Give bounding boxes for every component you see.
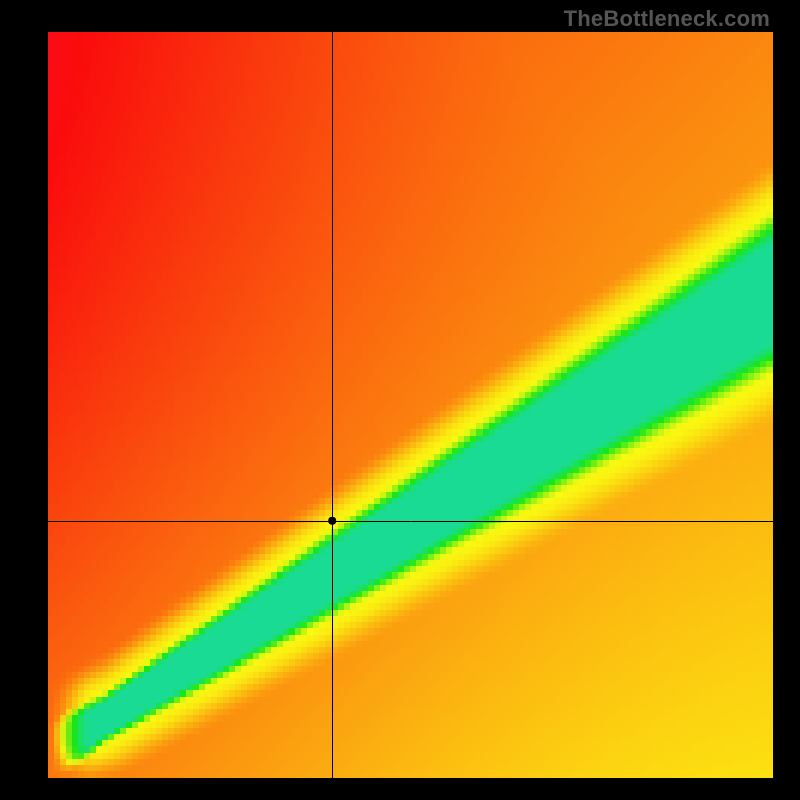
chart-container: { "watermark": { "text": "TheBottleneck.… — [0, 0, 800, 800]
bottleneck-heatmap — [48, 32, 773, 778]
watermark-text: TheBottleneck.com — [564, 6, 770, 32]
